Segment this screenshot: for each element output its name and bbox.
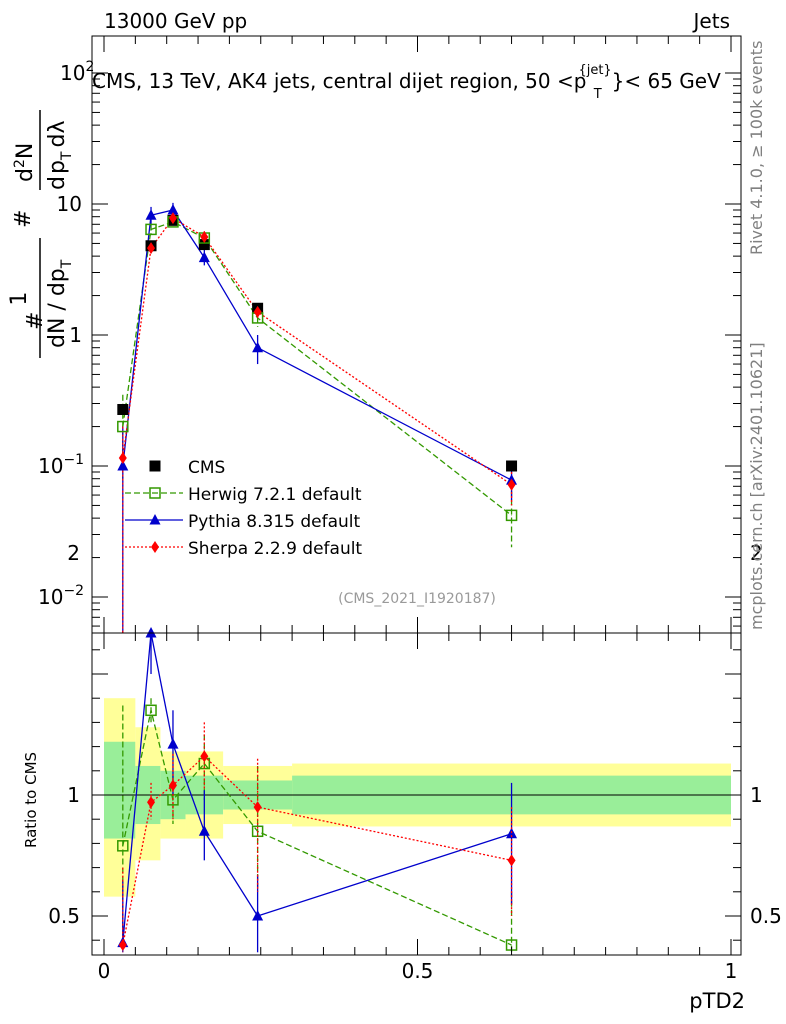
ratio-line-2 (122, 755, 512, 946)
ylabel-part-11: p (45, 160, 70, 174)
main-point-0 (145, 223, 157, 236)
ratio-point-1 (198, 825, 210, 836)
x-tick-label: 0.5 (402, 959, 434, 983)
ylabel-part-4: p (45, 268, 70, 282)
ratio-point-0 (145, 704, 157, 717)
main-line-1 (122, 209, 512, 481)
y-tick-label-main: 10 (57, 192, 82, 216)
main-series-layer (117, 202, 518, 633)
main-point-2 (507, 478, 516, 491)
main-point-1 (198, 251, 210, 263)
legend-label-1: Pythia 8.315 default (188, 512, 361, 532)
cms-point (117, 403, 129, 415)
ylabel-part-1: # (23, 312, 48, 330)
main-point-2 (200, 230, 209, 243)
main-point-2 (253, 305, 262, 318)
ylabel-part-6: # (11, 210, 36, 228)
y-tick-label-main: 102 (60, 59, 94, 85)
ylabel-part-8: 2 (12, 159, 28, 168)
side-text-top: Rivet 4.1.0, ≥ 100k events (747, 41, 766, 255)
svg-text:#1: #1 (7, 292, 48, 330)
y-tick-label-ratio-right: 0.5 (750, 904, 782, 928)
main-point-0 (117, 420, 129, 433)
ylabel-part-3: dN / d (45, 282, 70, 348)
legend-marker-1 (149, 514, 161, 525)
main-point-1 (167, 203, 179, 215)
svg-text:dN / dpT: dN / dpT (45, 259, 75, 348)
y-tick-label-main: 10−2 (38, 583, 84, 609)
y-tick-label-ratio-left: 2 (67, 541, 80, 565)
legend-label-cms: CMS (188, 458, 225, 478)
main-line-2 (122, 217, 512, 486)
header-right: Jets (692, 9, 730, 33)
legend-marker-2 (151, 541, 159, 553)
header-left: 13000 GeV pp (104, 9, 247, 33)
ratio-point-2 (168, 779, 177, 792)
ylabel-ratio: Ratio to CMS (22, 752, 40, 848)
main-line-0 (122, 221, 512, 516)
ratio-point-2 (200, 750, 209, 763)
legend-label-2: Sherpa 2.2.9 default (188, 539, 362, 559)
ylabel-part-7: d (13, 168, 38, 182)
main-point-1 (145, 209, 157, 220)
main-point-2 (147, 242, 156, 255)
ratio-point-2 (253, 801, 262, 814)
main-point-0 (505, 509, 518, 522)
legend-label-0: Herwig 7.2.1 default (188, 485, 362, 505)
band-inner (104, 741, 136, 839)
ratio-point-2 (507, 854, 516, 867)
ylabel-part-12: T (59, 151, 75, 161)
svg-text:d2N: d2N (12, 143, 38, 182)
cms-point (506, 460, 518, 472)
ratio-panel (92, 698, 741, 897)
analysis-id: (CMS_2021_I1920187) (338, 591, 496, 607)
title-part-2: p (574, 69, 587, 93)
cms-point (198, 239, 210, 251)
ratio-line-1 (122, 632, 512, 943)
ratio-axes: 0 0.5 1 0.5 0.5 1 1 2 2 (48, 541, 782, 983)
title-part-5: }< 65 GeV (612, 69, 721, 93)
y-tick-label-ratio-right: 1 (750, 783, 763, 807)
ratio-point-1 (167, 738, 179, 749)
y-tick-label-main: 10−1 (38, 452, 84, 478)
y-tick-label-ratio-right: 2 (750, 541, 763, 565)
ratio-point-1 (252, 910, 264, 921)
ylabel-part-14: λ (45, 121, 70, 134)
main-point-1 (252, 341, 264, 353)
chart-title: CMS, 13 TeV, AK4 jets, central dijet reg… (92, 63, 721, 102)
main-point-2 (168, 212, 177, 225)
main-point-2 (118, 452, 127, 465)
ratio-point-2 (118, 939, 127, 952)
ylabel-part-9: N (13, 143, 38, 159)
main-axes: 10−2 10−1 1 10 102 (38, 35, 742, 634)
ratio-point-0 (117, 840, 129, 852)
ylabel-part-5: T (59, 259, 75, 269)
y-tick-label-main: 1 (69, 323, 82, 347)
ratio-point-1 (145, 627, 157, 638)
title-part-4: T (593, 87, 602, 102)
ylabel-main: #1 dN / dpT # d2N dpTdλ (7, 110, 75, 358)
ylabel-part-13: d (45, 134, 70, 148)
title-part-3: {jet} (578, 63, 611, 78)
x-tick-label: 1 (725, 959, 738, 983)
ratio-line-0 (122, 710, 512, 946)
legend: CMS Herwig 7.2.1 default Pythia 8.315 defa… (125, 458, 362, 559)
main-point-1 (117, 460, 129, 471)
y-tick-label-ratio-left: 1 (67, 783, 80, 807)
svg-text:dpTdλ: dpTdλ (45, 121, 75, 191)
title-part-1: CMS, 13 TeV, AK4 jets, central dijet reg… (92, 69, 574, 93)
legend-marker-cms (149, 460, 161, 472)
xlabel: pTD2 (689, 989, 745, 1013)
legend-marker-0 (149, 487, 161, 499)
y-tick-label-ratio-left: 0.5 (48, 904, 80, 928)
x-tick-label: 0 (98, 959, 111, 983)
ylabel-part-10: d (45, 176, 70, 190)
ratio-series-layer (117, 627, 518, 953)
svg-text:#: # (11, 210, 36, 228)
side-text-bottom: mcplots.cern.ch [arXiv:2401.10621] (747, 342, 766, 630)
ylabel-part-2: 1 (7, 292, 32, 306)
ratio-frame (91, 632, 742, 956)
ratio-point-2 (147, 796, 156, 809)
